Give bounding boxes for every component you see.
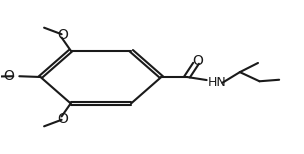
Text: O: O <box>192 54 203 67</box>
Text: HN: HN <box>208 76 227 89</box>
Text: O: O <box>57 112 68 126</box>
Text: O: O <box>4 69 15 83</box>
Text: O: O <box>57 28 68 42</box>
